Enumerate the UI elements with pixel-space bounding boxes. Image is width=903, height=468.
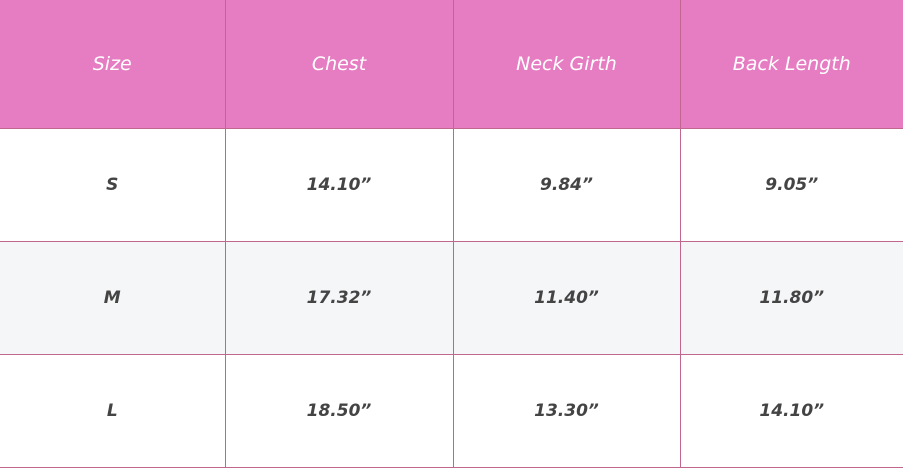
table-cell: 9.05” (679, 128, 903, 242)
table-cell: 14.10” (679, 354, 903, 468)
table-row: L 18.50” 13.30” 14.10” (0, 354, 903, 468)
table-cell: M (0, 241, 225, 355)
table-cell: 18.50” (224, 354, 453, 468)
table-row: M 17.32” 11.40” 11.80” (0, 241, 903, 355)
header-cell: Neck Girth (452, 0, 680, 129)
table-cell: 9.84” (452, 128, 680, 242)
table-row: S 14.10” 9.84” 9.05” (0, 128, 903, 242)
header-row: Size Chest Neck Girth Back Length (0, 0, 903, 129)
header-cell: Chest (224, 0, 453, 129)
table-cell: 13.30” (452, 354, 680, 468)
table-body: S 14.10” 9.84” 9.05” M 17.32” 11.40” 11.80” L 18.… (0, 128, 903, 468)
table-cell: 14.10” (224, 128, 453, 242)
table-cell: 11.80” (679, 241, 903, 355)
table-cell: 17.32” (224, 241, 453, 355)
table-cell: S (0, 128, 225, 242)
table-cell: 11.40” (452, 241, 680, 355)
header-cell: Back Length (679, 0, 903, 129)
table-cell: L (0, 354, 225, 468)
header-cell: Size (0, 0, 225, 129)
